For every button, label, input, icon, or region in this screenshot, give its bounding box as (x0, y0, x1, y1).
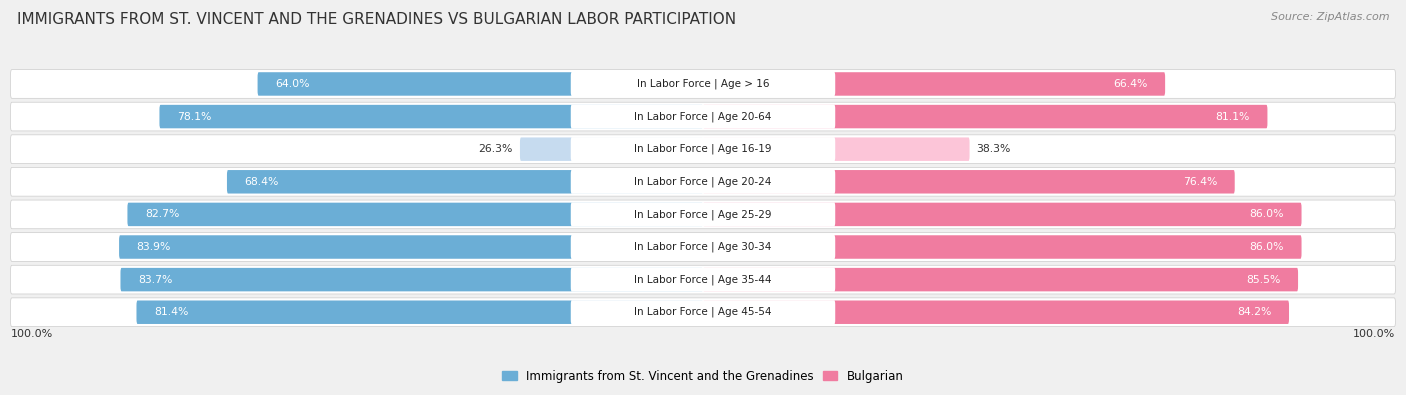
Text: In Labor Force | Age 16-19: In Labor Force | Age 16-19 (634, 144, 772, 154)
FancyBboxPatch shape (571, 202, 835, 226)
FancyBboxPatch shape (703, 203, 1302, 226)
FancyBboxPatch shape (10, 102, 1396, 131)
Text: 100.0%: 100.0% (10, 329, 53, 339)
FancyBboxPatch shape (136, 301, 703, 324)
FancyBboxPatch shape (121, 268, 703, 292)
Text: 83.7%: 83.7% (138, 275, 173, 285)
Text: 38.3%: 38.3% (977, 144, 1011, 154)
Text: In Labor Force | Age > 16: In Labor Force | Age > 16 (637, 79, 769, 89)
FancyBboxPatch shape (703, 235, 1302, 259)
Text: 66.4%: 66.4% (1114, 79, 1147, 89)
FancyBboxPatch shape (10, 233, 1396, 261)
FancyBboxPatch shape (571, 267, 835, 292)
Legend: Immigrants from St. Vincent and the Grenadines, Bulgarian: Immigrants from St. Vincent and the Gren… (498, 365, 908, 387)
FancyBboxPatch shape (10, 298, 1396, 327)
Text: In Labor Force | Age 35-44: In Labor Force | Age 35-44 (634, 275, 772, 285)
FancyBboxPatch shape (257, 72, 703, 96)
FancyBboxPatch shape (703, 170, 1234, 194)
Text: 64.0%: 64.0% (276, 79, 309, 89)
FancyBboxPatch shape (10, 167, 1396, 196)
FancyBboxPatch shape (703, 137, 970, 161)
FancyBboxPatch shape (10, 135, 1396, 164)
Text: In Labor Force | Age 30-34: In Labor Force | Age 30-34 (634, 242, 772, 252)
Text: 84.2%: 84.2% (1237, 307, 1271, 317)
Text: 26.3%: 26.3% (478, 144, 513, 154)
FancyBboxPatch shape (571, 235, 835, 259)
Text: In Labor Force | Age 20-64: In Labor Force | Age 20-64 (634, 111, 772, 122)
FancyBboxPatch shape (571, 170, 835, 194)
FancyBboxPatch shape (10, 265, 1396, 294)
FancyBboxPatch shape (703, 268, 1298, 292)
Text: In Labor Force | Age 25-29: In Labor Force | Age 25-29 (634, 209, 772, 220)
FancyBboxPatch shape (10, 200, 1396, 229)
Text: In Labor Force | Age 20-24: In Labor Force | Age 20-24 (634, 177, 772, 187)
FancyBboxPatch shape (703, 72, 1166, 96)
Text: 78.1%: 78.1% (177, 111, 211, 122)
FancyBboxPatch shape (120, 235, 703, 259)
Text: 76.4%: 76.4% (1182, 177, 1218, 187)
Text: In Labor Force | Age 45-54: In Labor Force | Age 45-54 (634, 307, 772, 318)
Text: 68.4%: 68.4% (245, 177, 278, 187)
Text: 83.9%: 83.9% (136, 242, 172, 252)
Text: 81.4%: 81.4% (153, 307, 188, 317)
FancyBboxPatch shape (226, 170, 703, 194)
FancyBboxPatch shape (571, 72, 835, 96)
FancyBboxPatch shape (703, 301, 1289, 324)
FancyBboxPatch shape (703, 105, 1267, 128)
FancyBboxPatch shape (159, 105, 703, 128)
FancyBboxPatch shape (10, 70, 1396, 98)
Text: 82.7%: 82.7% (145, 209, 179, 219)
Text: 81.1%: 81.1% (1216, 111, 1250, 122)
FancyBboxPatch shape (520, 137, 703, 161)
FancyBboxPatch shape (571, 300, 835, 324)
Text: Source: ZipAtlas.com: Source: ZipAtlas.com (1271, 12, 1389, 22)
FancyBboxPatch shape (571, 137, 835, 161)
Text: 86.0%: 86.0% (1250, 209, 1284, 219)
Text: IMMIGRANTS FROM ST. VINCENT AND THE GRENADINES VS BULGARIAN LABOR PARTICIPATION: IMMIGRANTS FROM ST. VINCENT AND THE GREN… (17, 12, 735, 27)
Text: 100.0%: 100.0% (1353, 329, 1396, 339)
Text: 85.5%: 85.5% (1246, 275, 1281, 285)
FancyBboxPatch shape (571, 105, 835, 129)
FancyBboxPatch shape (128, 203, 703, 226)
Text: 86.0%: 86.0% (1250, 242, 1284, 252)
